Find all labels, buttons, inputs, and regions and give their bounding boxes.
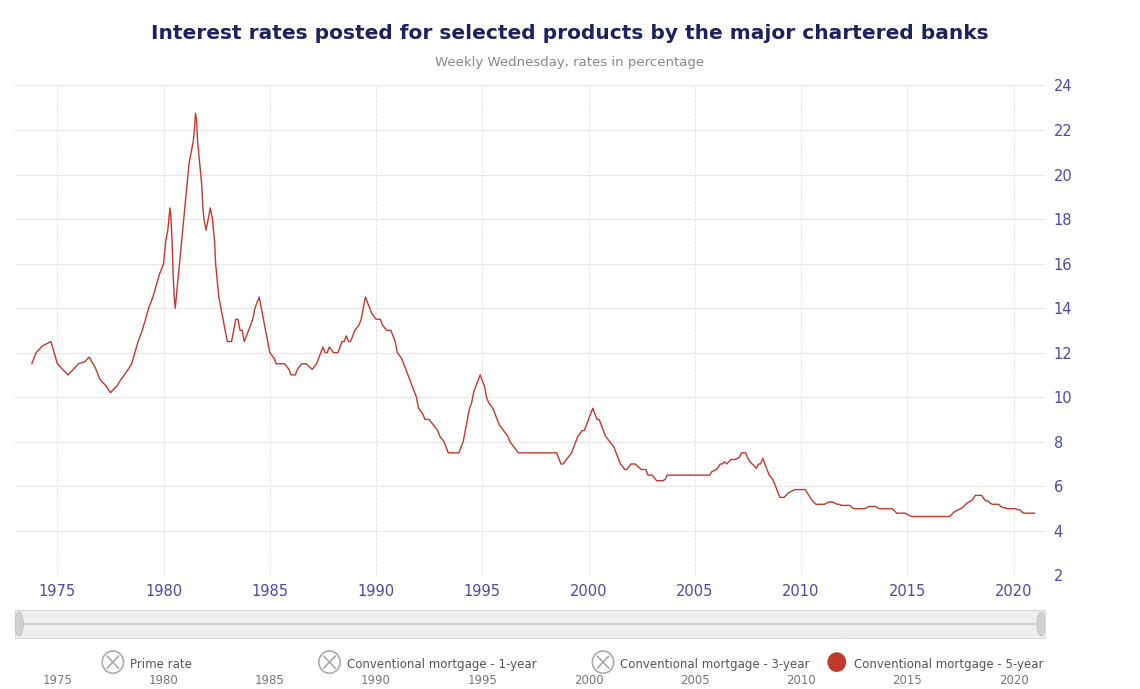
Ellipse shape — [15, 612, 23, 636]
Text: Interest rates posted for selected products by the major chartered banks: Interest rates posted for selected produ… — [152, 24, 988, 43]
Text: Prime rate: Prime rate — [130, 659, 192, 671]
Text: Weekly Wednesday, rates in percentage: Weekly Wednesday, rates in percentage — [435, 56, 705, 70]
Text: Conventional mortgage - 5-year: Conventional mortgage - 5-year — [854, 659, 1043, 671]
Text: Conventional mortgage - 3-year: Conventional mortgage - 3-year — [620, 659, 809, 671]
Text: Conventional mortgage - 1-year: Conventional mortgage - 1-year — [347, 659, 536, 671]
Circle shape — [828, 652, 846, 672]
Ellipse shape — [1037, 612, 1045, 636]
